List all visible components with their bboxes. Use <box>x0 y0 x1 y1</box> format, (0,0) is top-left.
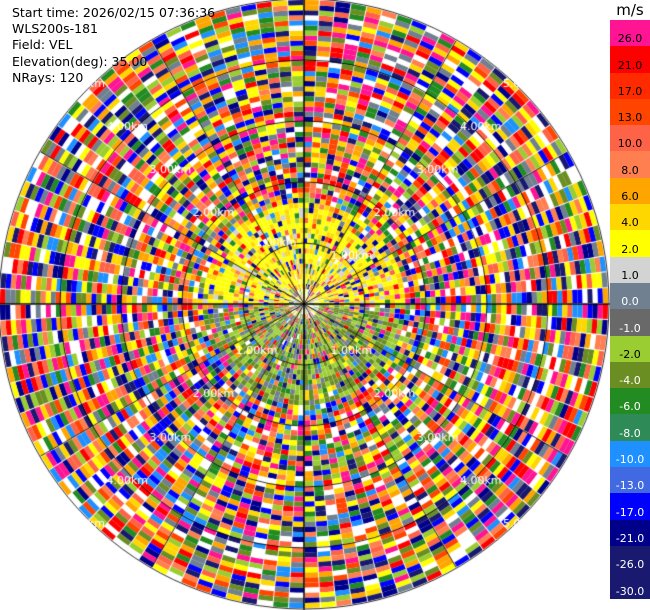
colorbar-level: 13.0 <box>610 98 650 126</box>
colorbar-unit-label: m/s <box>616 1 644 19</box>
colorbar-level: -8.0 <box>610 414 650 441</box>
colorbar-level-label: 1.0 <box>621 268 639 282</box>
colorbar-cells: 26.0 21.0 17.0 13.0 10.0 8.0 6.0 4.0 2.0 1.0 0.0 -1… <box>610 20 650 599</box>
colorbar-level-label: -13.0 <box>615 479 645 493</box>
colorbar-level: -10.0 <box>610 440 650 468</box>
elevation-text: Elevation(deg): 35.00 <box>12 53 148 69</box>
colorbar-level: 1.0 <box>610 256 650 283</box>
colorbar-level-label: -6.0 <box>619 400 641 414</box>
colorbar-level-label: 2.0 <box>621 242 639 256</box>
colorbar-level-label: -2.0 <box>619 347 641 361</box>
colorbar-level: 10.0 <box>610 125 650 152</box>
colorbar-level-label: -21.0 <box>615 531 645 545</box>
colorbar-level: -17.0 <box>610 493 650 520</box>
colorbar-level-label: -4.0 <box>619 374 641 388</box>
colorbar-level-label: -17.0 <box>615 505 645 519</box>
colorbar-level-label: -10.0 <box>615 453 645 467</box>
colorbar-level: 21.0 <box>610 46 650 73</box>
colorbar-level-label: 17.0 <box>617 84 643 98</box>
colorbar-level: 8.0 <box>610 151 650 178</box>
colorbar-level-label: -1.0 <box>619 321 641 335</box>
radar-ppi-display <box>0 0 610 610</box>
colorbar-level: -6.0 <box>610 388 650 415</box>
colorbar-level-label: -30.0 <box>615 584 645 598</box>
colorbar-level-label: 6.0 <box>621 190 639 204</box>
colorbar-level-label: -8.0 <box>619 426 641 440</box>
colorbar-level-label: 13.0 <box>617 111 643 125</box>
colorbar-level-label: 0.0 <box>621 295 639 309</box>
site-name-text: WLS200s-181 <box>12 21 98 37</box>
colorbar-level-label: 8.0 <box>621 163 639 177</box>
colorbar-level: 17.0 <box>610 72 650 99</box>
field-text: Field: VEL <box>12 37 73 53</box>
colorbar-level: 4.0 <box>610 204 650 231</box>
start-time-text: Start time: 2026/02/15 07:36:36 <box>12 5 216 20</box>
colorbar-level: -30.0 <box>610 572 650 599</box>
colorbar-level-label: 10.0 <box>617 137 643 151</box>
nrays-text: NRays: 120 <box>12 69 84 85</box>
colorbar-level: 2.0 <box>610 230 650 257</box>
colorbar-level-label: 26.0 <box>617 32 643 46</box>
colorbar-level-label: -26.0 <box>615 558 645 572</box>
colorbar-level-label: 21.0 <box>617 58 643 72</box>
colorbar-level: -13.0 <box>610 467 650 494</box>
colorbar-level-label: 4.0 <box>621 216 639 230</box>
colorbar-level: -21.0 <box>610 519 650 546</box>
colorbar-level: -1.0 <box>610 309 650 336</box>
colorbar-level: -26.0 <box>610 545 650 573</box>
velocity-colorbar: m/s 26.0 21.0 17.0 13.0 10.0 8.0 6.0 4.0 2.0 1.0 0… <box>610 0 650 610</box>
colorbar-level: 6.0 <box>610 177 650 205</box>
colorbar-level: -4.0 <box>610 361 650 389</box>
colorbar-level: 26.0 <box>610 20 650 47</box>
colorbar-level: -2.0 <box>610 335 650 362</box>
scan-info-panel: Start time: 2026/02/15 07:36:36 WLS200s-… <box>12 5 215 86</box>
colorbar-level: 0.0 <box>610 282 650 310</box>
